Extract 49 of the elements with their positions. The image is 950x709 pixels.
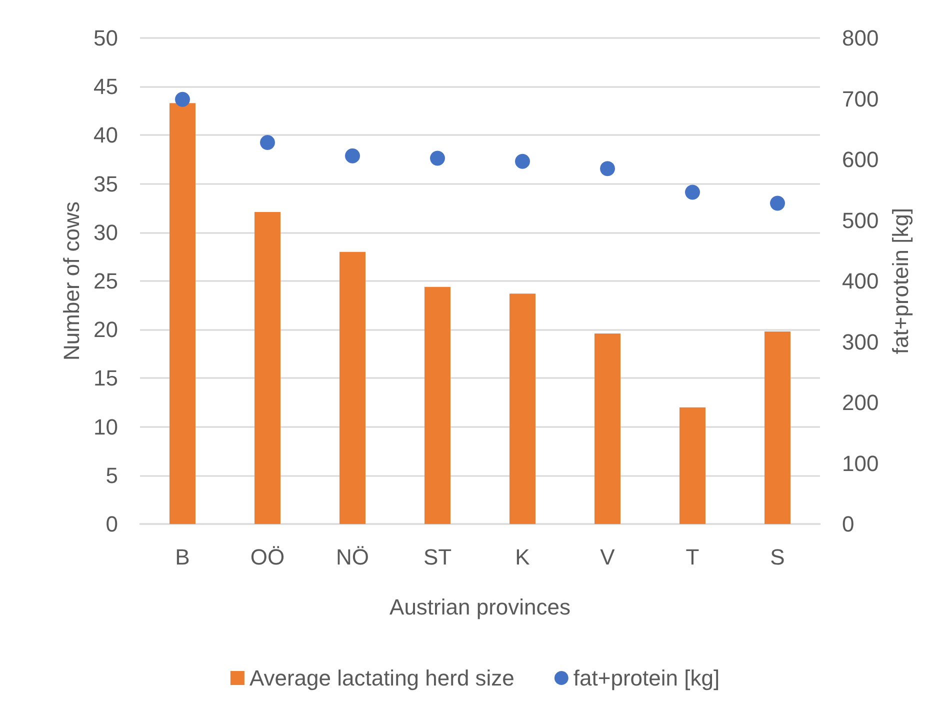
- point: [515, 154, 530, 169]
- y2-tick-label: 700: [842, 86, 879, 112]
- x-tick-label: V: [600, 544, 616, 570]
- point: [770, 196, 785, 211]
- bar: [510, 294, 536, 524]
- point: [175, 92, 190, 107]
- y2-tick-label: 200: [842, 390, 879, 415]
- y2-tick-label: 600: [842, 147, 879, 172]
- point: [345, 148, 360, 164]
- y2-tick-label: 100: [842, 450, 879, 476]
- y-tick-label: 30: [94, 220, 118, 245]
- y2-tick-label: 400: [842, 268, 879, 294]
- bar: [680, 407, 706, 524]
- y-tick-label: 15: [94, 366, 118, 391]
- y-tick-label: 50: [94, 26, 118, 50]
- x-tick-label: OÖ: [250, 544, 285, 570]
- bar: [170, 103, 196, 524]
- bar: [254, 212, 280, 524]
- y-tick-label: 0: [106, 512, 118, 536]
- x-tick-label: S: [770, 544, 785, 570]
- y2-tick-label: 500: [842, 208, 879, 233]
- y2-tick-label: 300: [842, 329, 879, 354]
- bar: [424, 286, 450, 524]
- x-tick-label: ST: [423, 544, 452, 570]
- legend-label: fat+protein [kg]: [573, 666, 720, 690]
- y-tick-label: 35: [94, 171, 118, 196]
- x-tick-label: K: [515, 544, 530, 570]
- y2-tick-label: 800: [842, 26, 879, 50]
- y-tick-label: 5: [106, 462, 118, 488]
- legend-label: Average lactating herd size: [249, 666, 514, 690]
- y-axis-title: Number of cows: [59, 202, 84, 360]
- y2-tick-label: 0: [842, 512, 854, 536]
- x-tick-label: T: [686, 544, 700, 570]
- bar: [594, 333, 620, 524]
- y-tick-label: 40: [94, 122, 118, 148]
- x-tick-label: NÖ: [336, 544, 369, 570]
- y-tick-label: 10: [94, 414, 118, 440]
- x-tick-label: B: [175, 544, 190, 570]
- point: [430, 150, 445, 166]
- y-tick-label: 20: [94, 317, 118, 342]
- point: [685, 184, 700, 200]
- bar: [340, 252, 366, 524]
- bar: [764, 332, 790, 524]
- y-tick-label: 45: [94, 74, 118, 100]
- y-tick-label: 25: [94, 268, 118, 294]
- point: [600, 161, 615, 176]
- point: [260, 134, 275, 150]
- y2-axis-title: fat+protein [kg]: [888, 208, 914, 354]
- x-axis-title: Austrian provinces: [390, 594, 570, 620]
